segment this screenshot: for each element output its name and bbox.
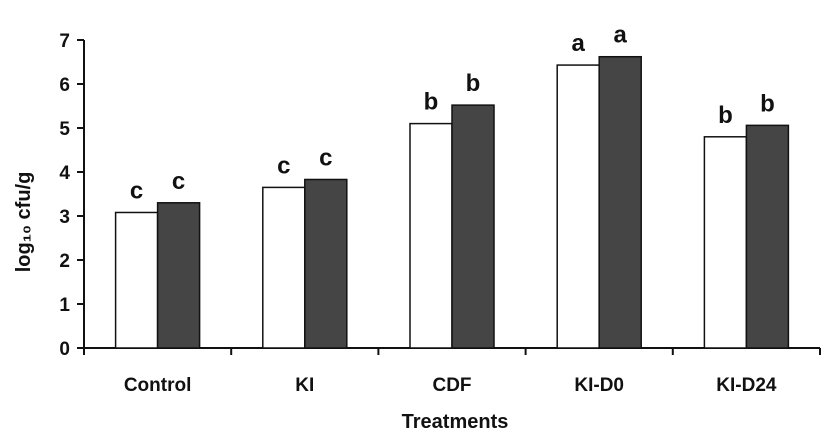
bar-cdf-s1 bbox=[409, 122, 453, 349]
significance-letter: b bbox=[718, 102, 733, 129]
x-axis-title: Treatments bbox=[402, 411, 509, 433]
bar-ki-d24-s1 bbox=[703, 136, 748, 349]
y-axis: 0 1 2 3 4 5 6 7 bbox=[59, 31, 85, 360]
category-labels: Control KI CDF KI-D0 KI-D24 bbox=[124, 375, 777, 396]
significance-letter: a bbox=[572, 30, 586, 57]
significance-letter: c bbox=[130, 177, 143, 204]
y-tick-label: 2 bbox=[59, 251, 70, 272]
category-label: KI-D24 bbox=[716, 375, 777, 396]
category-label: Control bbox=[124, 375, 192, 396]
significance-letter: b bbox=[760, 90, 775, 117]
y-tick-label: 6 bbox=[59, 75, 70, 96]
y-tick-label: 7 bbox=[59, 31, 70, 52]
significance-letter: c bbox=[172, 168, 185, 195]
significance-letter: b bbox=[466, 70, 481, 97]
bar-cdf-s2 bbox=[451, 104, 495, 349]
category-label: CDF bbox=[432, 375, 471, 396]
significance-letter: b bbox=[424, 89, 439, 116]
category-label: KI bbox=[295, 375, 314, 396]
y-tick-label: 5 bbox=[59, 119, 70, 140]
bar-ki-s2 bbox=[304, 178, 348, 349]
y-tick-label: 1 bbox=[59, 295, 70, 316]
category-label: KI-D0 bbox=[574, 375, 624, 396]
bar-ki-d0-s2 bbox=[598, 55, 642, 349]
bars bbox=[114, 55, 790, 349]
bar-ki-d24-s2 bbox=[745, 124, 790, 349]
significance-letter: c bbox=[277, 152, 290, 179]
y-tick-label: 3 bbox=[59, 207, 70, 228]
significance-letter: a bbox=[614, 22, 628, 49]
bar-ki-d0-s1 bbox=[556, 64, 600, 349]
y-tick-label: 4 bbox=[59, 163, 70, 184]
bar-control-s2 bbox=[156, 202, 201, 349]
significance-letter: c bbox=[319, 144, 332, 171]
y-tick-label: 0 bbox=[59, 339, 70, 360]
x-axis bbox=[83, 347, 821, 355]
y-axis-title: log₁₀ cfu/g bbox=[13, 172, 35, 273]
bar-control-s1 bbox=[114, 211, 159, 349]
bar-ki-s1 bbox=[262, 186, 306, 349]
